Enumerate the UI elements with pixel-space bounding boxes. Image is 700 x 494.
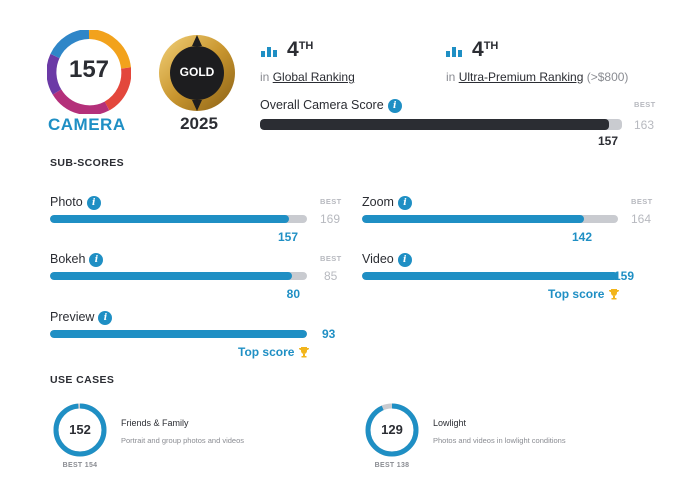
- preview-top-score: Top score: [238, 345, 310, 359]
- info-icon[interactable]: i: [387, 98, 402, 113]
- preview-fill: [50, 330, 307, 338]
- bar-chart-icon: [261, 43, 279, 57]
- camera-badge-ring-icon: [46, 29, 132, 116]
- lowlight-desc: Photos and videos in lowlight conditions: [433, 436, 566, 445]
- friends-family-best: BEST 154: [62, 462, 98, 469]
- gold-medal-icon: [159, 35, 235, 111]
- video-fill: [362, 272, 618, 280]
- camera-label: CAMERA: [48, 115, 126, 134]
- preview-label: Preview i: [50, 310, 113, 325]
- lowlight-title: Lowlight: [433, 418, 467, 428]
- zoom-best-value: 164: [631, 212, 652, 226]
- photo-fill: [50, 215, 289, 223]
- friends-family-value: 152: [69, 422, 91, 437]
- zoom-best-label: BEST: [631, 197, 653, 206]
- lowlight-best: BEST 138: [374, 462, 410, 469]
- global-rank-text: in Global Ranking: [260, 70, 355, 84]
- bokeh-label: Bokeh i: [50, 252, 104, 267]
- preview-bar: [50, 330, 307, 338]
- video-value: 159: [614, 269, 635, 283]
- info-icon[interactable]: i: [86, 195, 101, 210]
- score-ring-icon: [53, 403, 107, 457]
- bokeh-best-label: BEST: [320, 254, 342, 263]
- lowlight-value: 129: [381, 422, 403, 437]
- ultra-rank-text: in Ultra-Premium Ranking (>$800): [446, 70, 629, 84]
- info-icon[interactable]: i: [98, 310, 113, 325]
- video-bar: [362, 272, 618, 280]
- info-icon[interactable]: i: [397, 195, 412, 210]
- lowlight-ring: 129: [364, 402, 420, 458]
- zoom-bar: [362, 215, 618, 223]
- ultra-rank-number: 4TH: [472, 38, 499, 61]
- friends-family-title: Friends & Family: [121, 418, 189, 428]
- photo-bar: [50, 215, 307, 223]
- preview-value: 93: [322, 327, 336, 341]
- photo-label: Photo i: [50, 195, 101, 210]
- photo-best-label: BEST: [320, 197, 342, 206]
- overall-score-bar: [260, 119, 622, 130]
- gold-year: 2025: [180, 114, 218, 133]
- use-cases-title: USE CASES: [50, 374, 115, 386]
- bokeh-value: 80: [286, 287, 300, 301]
- global-ranking: 4TH: [261, 38, 313, 62]
- bokeh-bar: [50, 272, 307, 280]
- overall-score-fill: [260, 119, 609, 130]
- global-rank-number: 4TH: [287, 38, 314, 61]
- overall-best-value: 163: [634, 118, 655, 132]
- zoom-fill: [362, 215, 584, 223]
- camera-score-badge: 157: [46, 29, 132, 116]
- global-ranking-link[interactable]: Global Ranking: [272, 70, 355, 84]
- info-icon[interactable]: i: [89, 252, 104, 267]
- gold-label: GOLD: [179, 65, 215, 79]
- sub-scores-title: SUB-SCORES: [50, 157, 125, 169]
- video-label: Video i: [362, 252, 412, 267]
- info-icon[interactable]: i: [397, 252, 412, 267]
- bar-chart-icon: [446, 43, 464, 57]
- bokeh-best-value: 85: [324, 269, 338, 283]
- ultra-premium-ranking-link[interactable]: Ultra-Premium Ranking: [458, 70, 584, 84]
- score-ring-icon: [365, 403, 419, 457]
- photo-value: 157: [277, 230, 298, 244]
- zoom-value: 142: [571, 230, 592, 244]
- trophy-icon: [609, 289, 620, 300]
- zoom-label: Zoom i: [362, 195, 412, 210]
- friends-family-ring: 152: [52, 402, 108, 458]
- gold-badge: GOLD: [156, 32, 238, 114]
- overall-score-value: 157: [597, 134, 618, 148]
- photo-best-value: 169: [320, 212, 341, 226]
- overall-score-title: Overall Camera Score i: [260, 98, 402, 113]
- video-top-score: Top score: [548, 287, 620, 301]
- ultra-premium-ranking: 4TH: [446, 38, 498, 62]
- friends-family-desc: Portrait and group photos and videos: [121, 436, 244, 445]
- camera-score-value: 157: [68, 56, 110, 83]
- overall-best-label: BEST: [634, 100, 656, 109]
- bokeh-fill: [50, 272, 292, 280]
- trophy-icon: [299, 347, 310, 358]
